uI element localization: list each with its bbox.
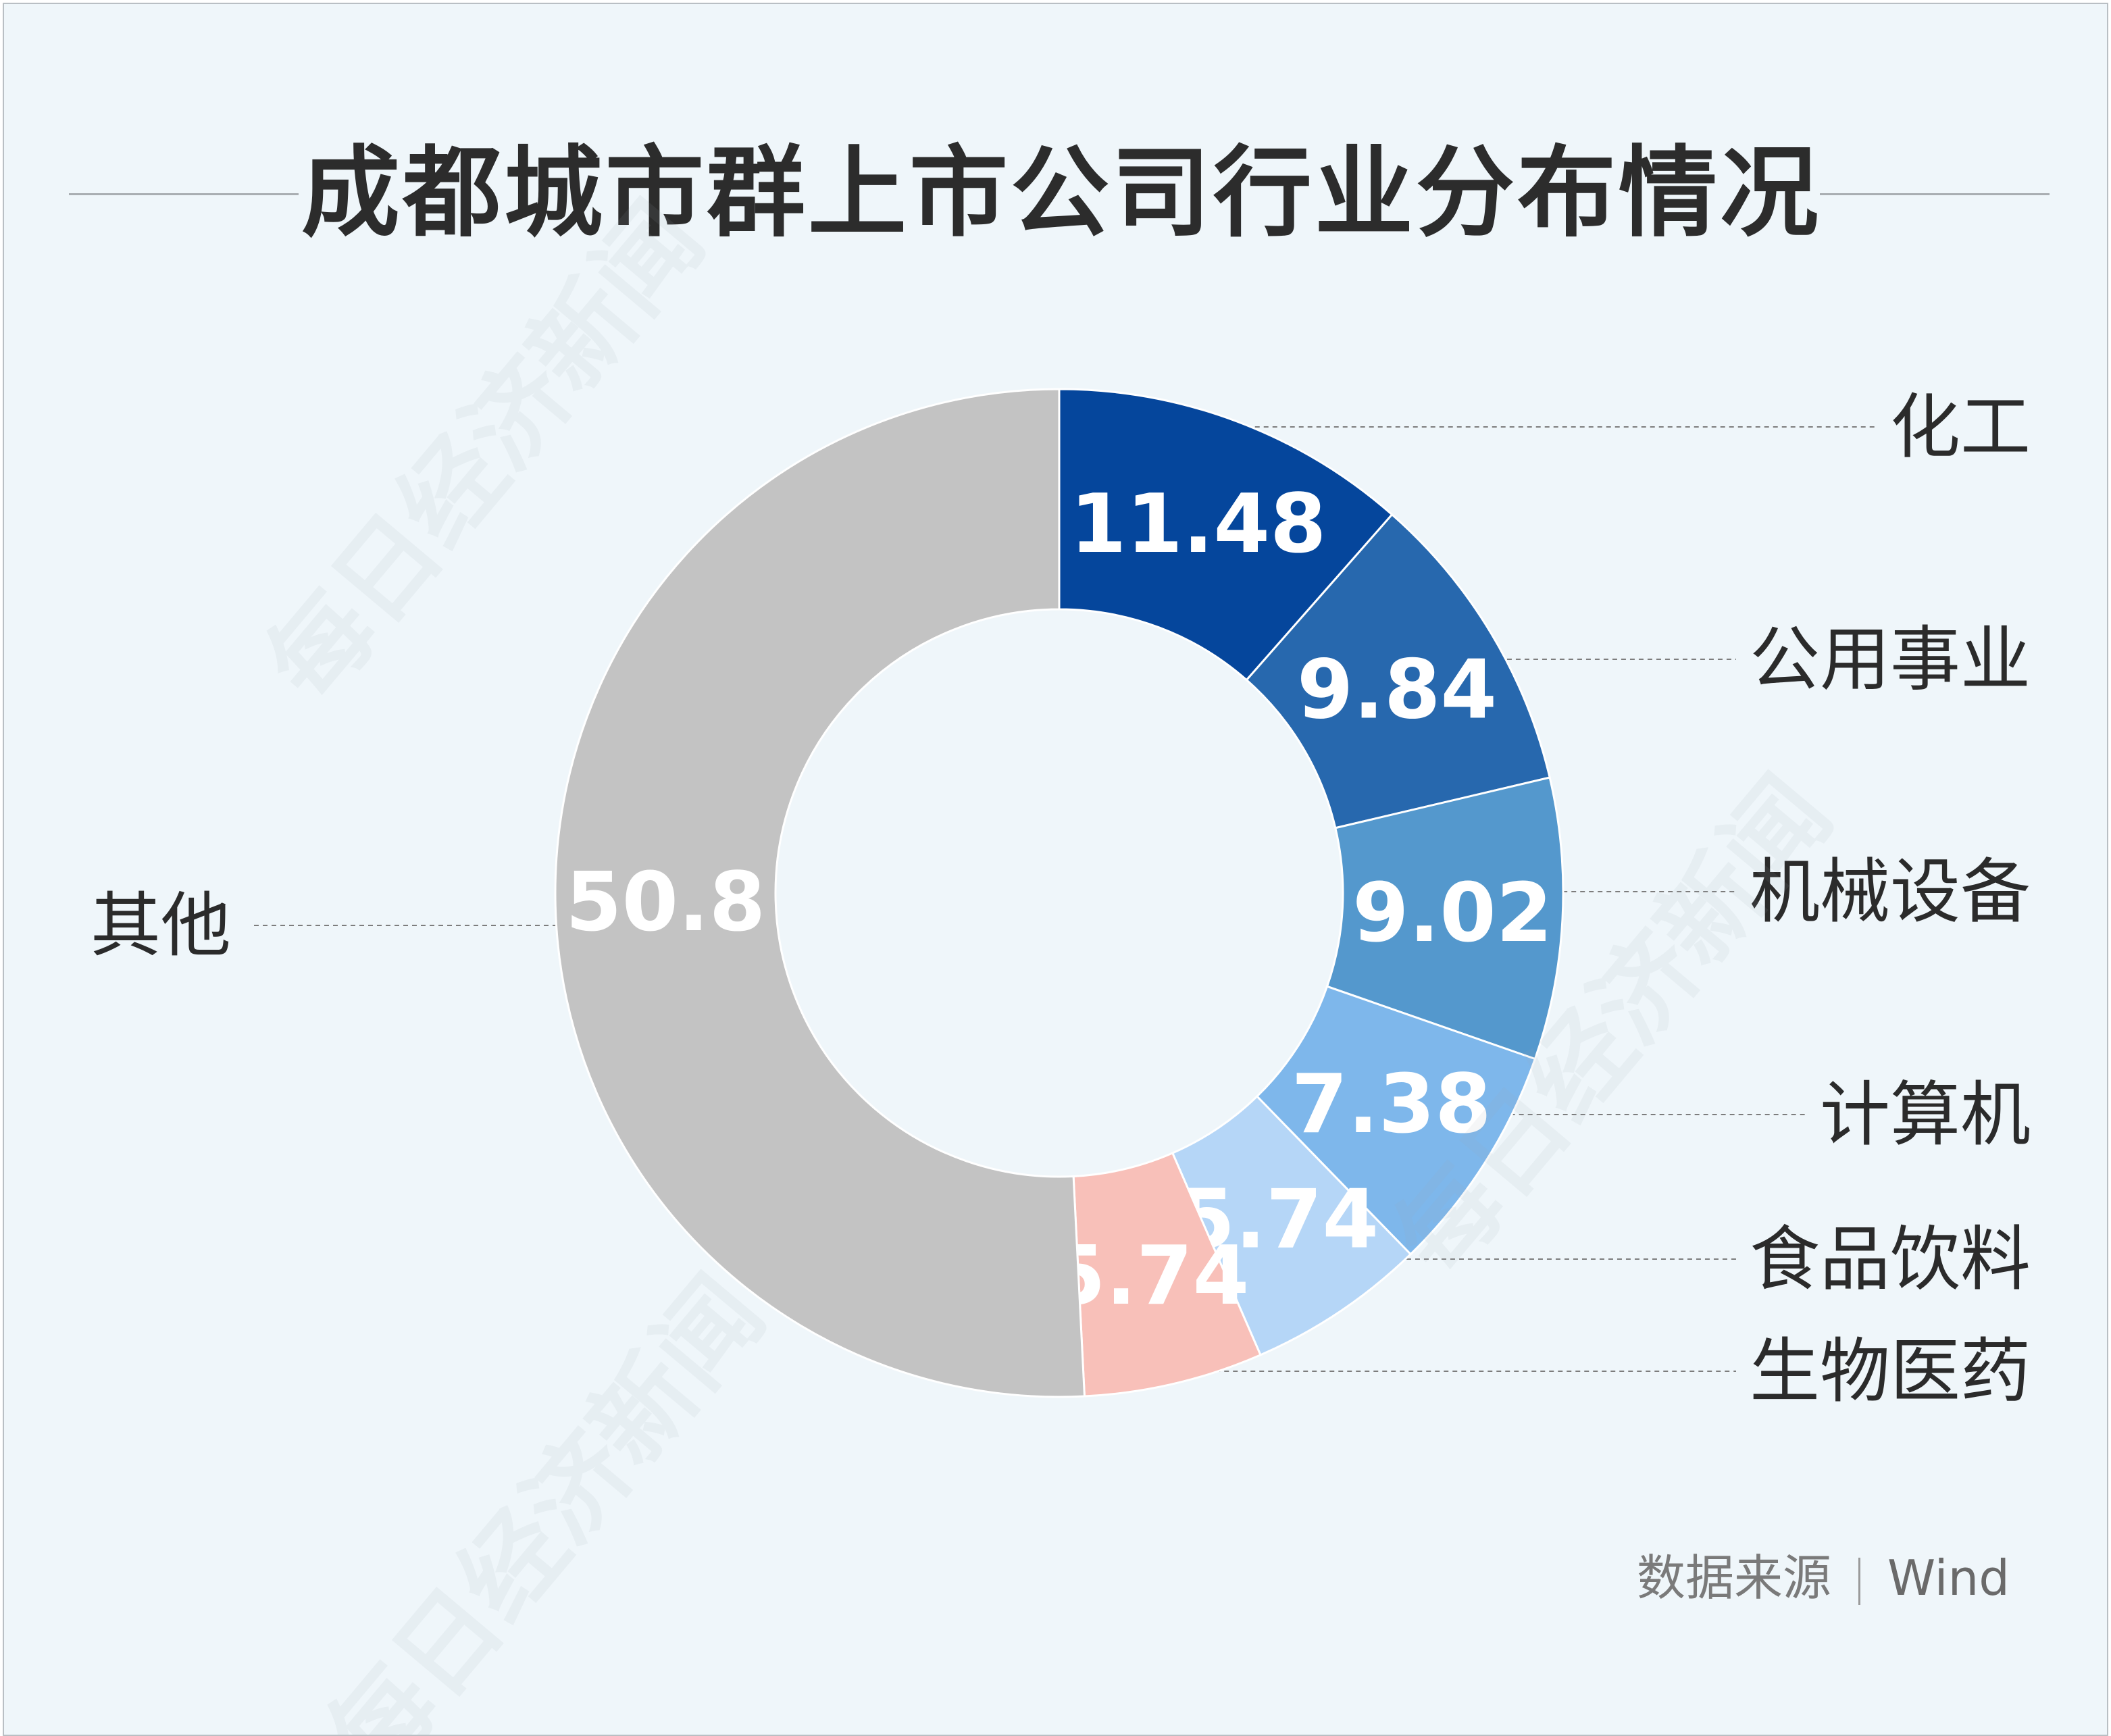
page-title: 成都城市群上市公司行业分布情况 (301, 136, 1821, 251)
pie-slice (1325, 776, 1565, 1061)
pie-slice (554, 388, 1086, 1398)
source-note: 数据来源 Wind (1637, 1544, 2010, 1612)
pie-slice (1058, 388, 1394, 682)
category-label: 其他 (91, 884, 231, 967)
pie-slice (1245, 513, 1551, 829)
data-label: 5.74 (1049, 1229, 1249, 1323)
data-label: 9.84 (1297, 644, 1497, 738)
data-label: 11.48 (1070, 478, 1327, 571)
category-label: 化工 (1890, 386, 2031, 468)
source-label: 数据来源 (1637, 1550, 1832, 1606)
data-label: 50.8 (565, 856, 765, 950)
title-rule-left (69, 193, 299, 195)
source-value: Wind (1887, 1550, 2010, 1606)
source-separator (1858, 1558, 1861, 1606)
title-row: 成都城市群上市公司行业分布情况 (4, 132, 2107, 267)
category-label: 公用事业 (1750, 618, 2031, 700)
data-label: 7.38 (1292, 1058, 1492, 1152)
category-label: 生物医药 (1750, 1330, 2031, 1412)
chart-frame: 成都城市群上市公司行业分布情况 11.48 化工 9.84 公用事业 9.02 机械设备 7… (3, 3, 2108, 1736)
category-label: 机械设备 (1750, 850, 2031, 933)
category-label: 食品饮料 (1750, 1218, 2031, 1300)
title-rule-right (1820, 193, 2050, 195)
data-label: 9.02 (1352, 867, 1552, 961)
category-label: 计算机 (1820, 1073, 2031, 1156)
